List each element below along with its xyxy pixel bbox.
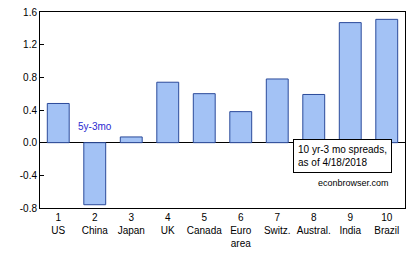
svg-text:4UK: 4UK bbox=[161, 212, 175, 236]
svg-text:0.8: 0.8 bbox=[23, 72, 37, 83]
svg-text:5y-3mo: 5y-3mo bbox=[78, 121, 112, 132]
svg-text:-0.8: -0.8 bbox=[20, 203, 38, 214]
svg-text:-0.4: -0.4 bbox=[20, 170, 38, 181]
svg-text:0.0: 0.0 bbox=[23, 137, 37, 148]
svg-text:econbrowser.com: econbrowser.com bbox=[318, 178, 389, 188]
svg-text:8Austral.: 8Austral. bbox=[297, 212, 331, 236]
svg-text:7Switz.: 7Switz. bbox=[264, 212, 291, 236]
svg-text:2China: 2China bbox=[82, 212, 109, 236]
svg-text:6Euroarea: 6Euroarea bbox=[230, 212, 252, 249]
svg-text:10Brazil: 10Brazil bbox=[374, 212, 399, 236]
svg-text:1.2: 1.2 bbox=[23, 39, 37, 50]
svg-text:1.6: 1.6 bbox=[23, 7, 37, 18]
svg-text:5Canada: 5Canada bbox=[187, 212, 222, 236]
svg-text:3Japan: 3Japan bbox=[118, 212, 145, 236]
svg-text:0.4: 0.4 bbox=[23, 105, 37, 116]
svg-text:1US: 1US bbox=[51, 212, 65, 236]
svg-text:10 yr-3 mo spreads,as of 4/18/: 10 yr-3 mo spreads,as of 4/18/2018 bbox=[298, 144, 387, 168]
svg-text:9India: 9India bbox=[339, 212, 361, 236]
